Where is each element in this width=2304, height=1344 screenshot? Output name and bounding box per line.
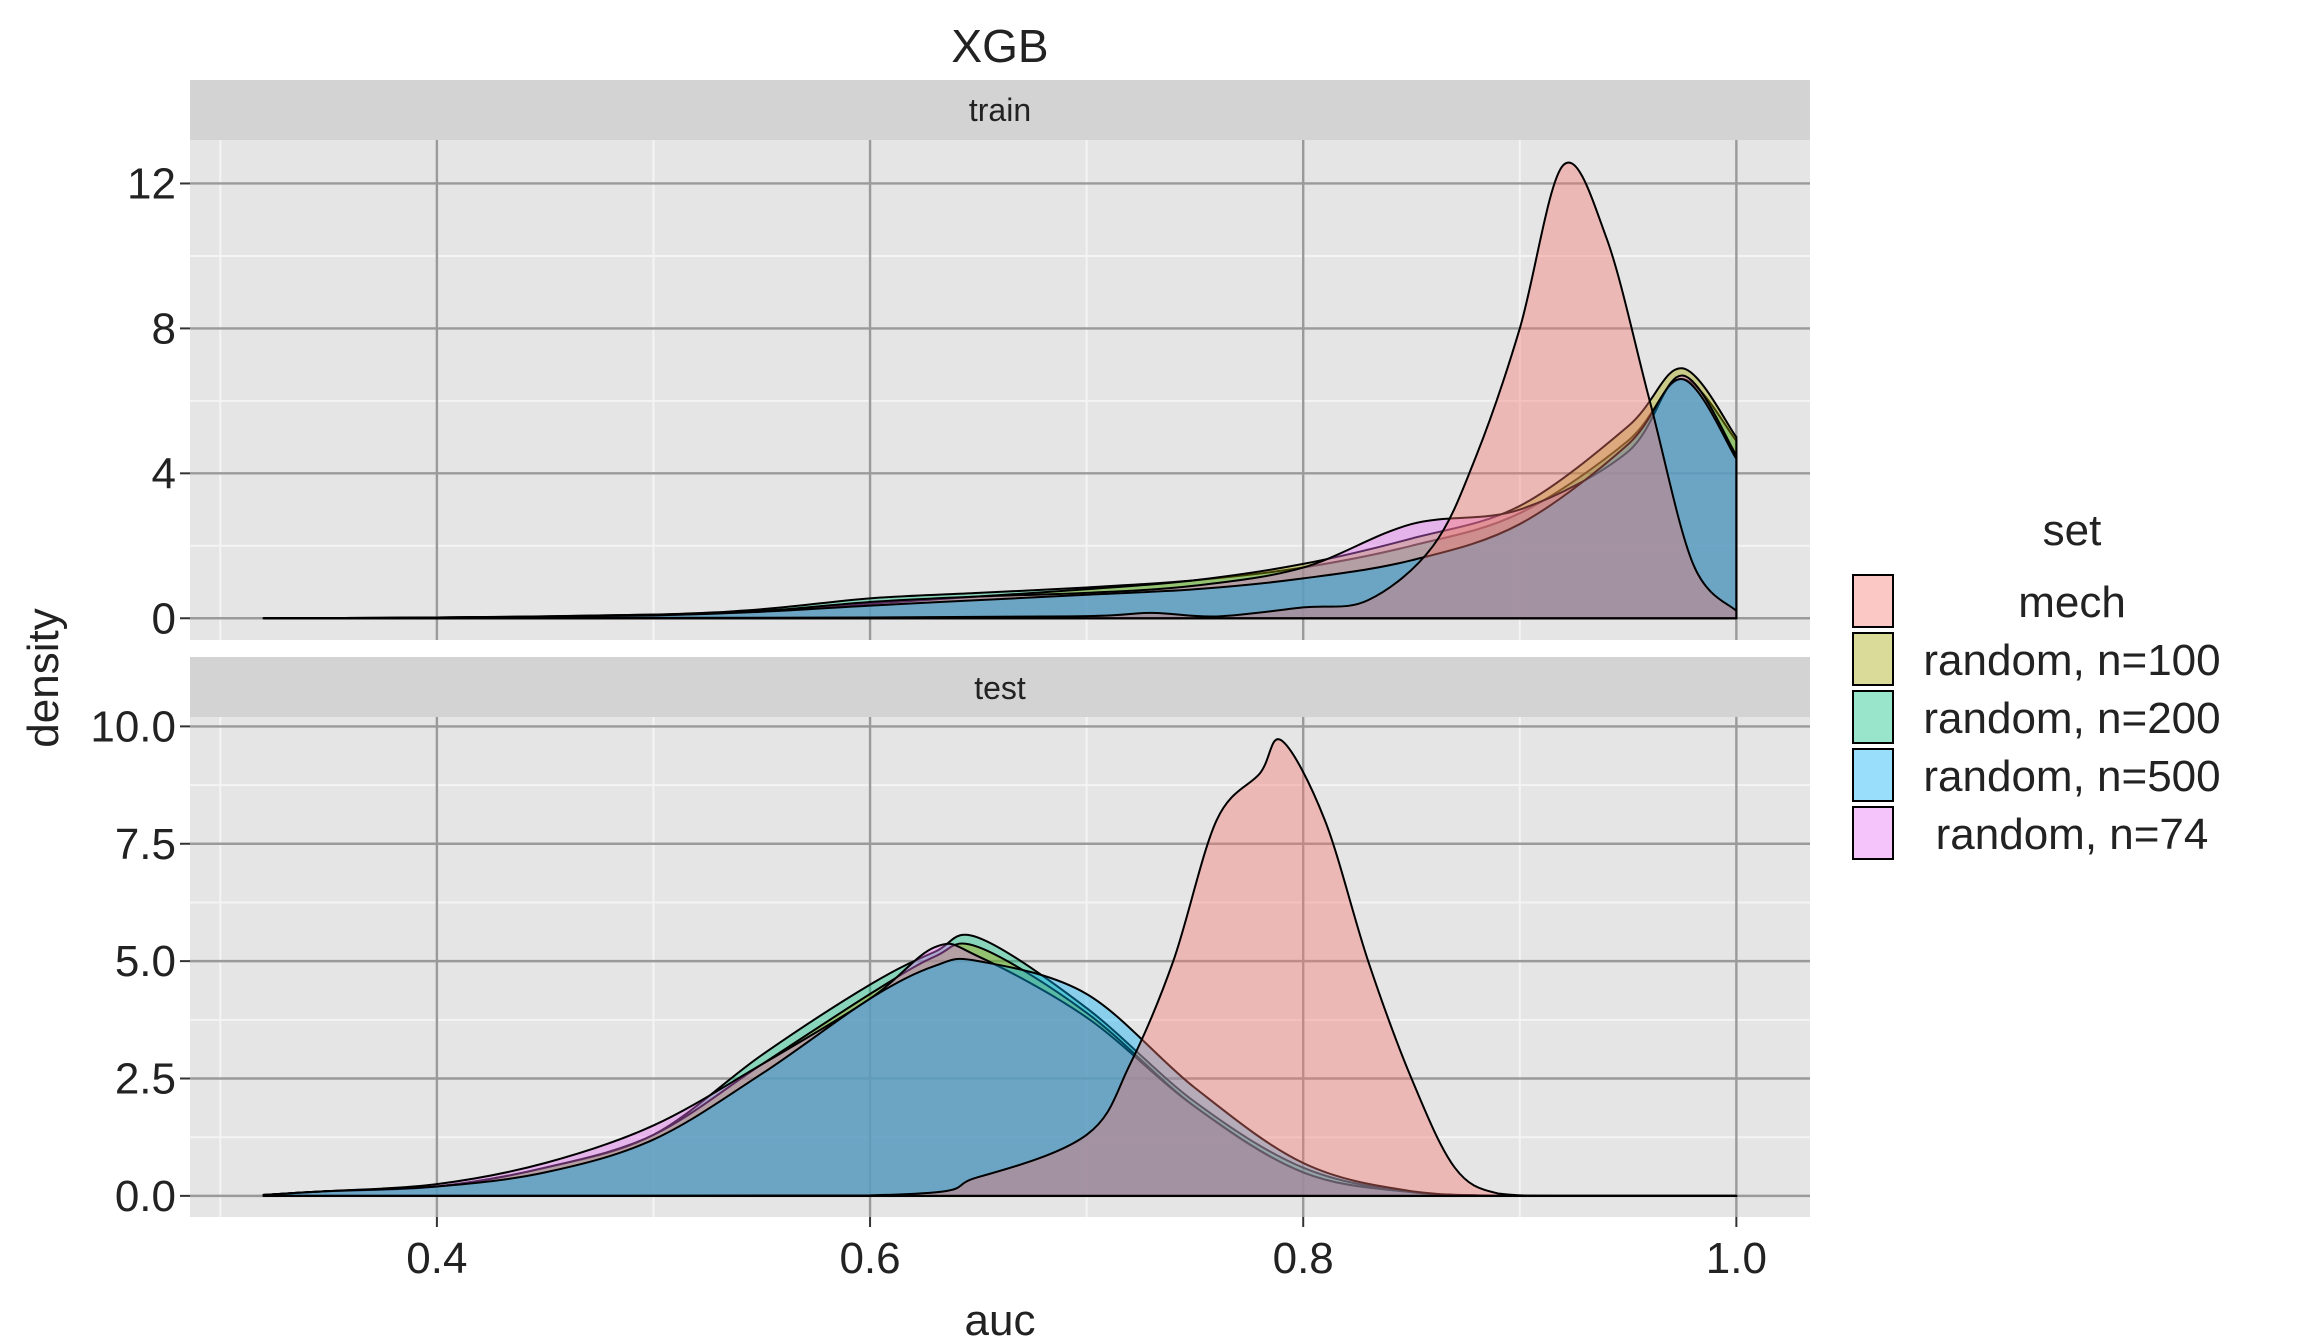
panel-test-y-ticks: 0.0 2.5 5.0 7.5 10.0: [90, 702, 190, 1221]
y-tick-label: 0.0: [115, 1172, 176, 1221]
panel-train-background: [190, 140, 1810, 640]
y-tick-label: 4: [152, 449, 176, 498]
panel-train-y-ticks: 0 4 8 12: [127, 159, 190, 643]
strip-test-background: [190, 657, 1810, 717]
density-area-random-n-500: [262, 378, 1738, 620]
panel-train: train 0 4 8 12: [127, 80, 1810, 643]
y-tick-label: 2.5: [115, 1055, 176, 1104]
y-tick-label: 8: [152, 304, 176, 353]
legend: set mech random, n=100 random, n=200 random…: [1852, 506, 2221, 860]
panel-test: test 0.0 2.5 5.0 7.5 10.0: [90, 657, 1810, 1221]
strip-train-label: train: [969, 92, 1031, 128]
legend-label-random-n-200: random, n=200: [1923, 694, 2220, 743]
x-tick-label: 0.4: [406, 1234, 467, 1283]
density-area-mech: [262, 161, 1738, 620]
density-area-random-n-500: [262, 957, 1738, 1197]
panel-train-areas: [262, 161, 1738, 620]
x-axis-label: auc: [965, 1296, 1036, 1344]
legend-label-random-n-500: random, n=500: [1923, 752, 2220, 801]
y-tick-label: 12: [127, 159, 176, 208]
y-tick-label: 5.0: [115, 937, 176, 986]
y-axis-label: density: [19, 608, 68, 747]
legend-swatch-random-n-200: [1852, 690, 1894, 744]
legend-label-random-n-100: random, n=100: [1923, 636, 2220, 685]
strip-train-background: [190, 80, 1810, 140]
x-tick-label: 1.0: [1706, 1234, 1767, 1283]
y-tick-label: 10.0: [90, 702, 176, 751]
x-tick-label: 0.6: [839, 1234, 900, 1283]
legend-swatch-random-n-74: [1852, 806, 1894, 860]
x-tick-label: 0.8: [1273, 1234, 1334, 1283]
density-area-mech: [262, 738, 1738, 1197]
legend-label-mech: mech: [2018, 578, 2126, 627]
legend-swatch-random-n-500: [1852, 748, 1894, 802]
legend-swatch-random-n-100: [1852, 632, 1894, 686]
panel-test-areas: [262, 738, 1738, 1197]
strip-test-label: test: [974, 670, 1026, 706]
legend-title: set: [2043, 506, 2102, 555]
x-axis-ticks: 0.4 0.6 0.8 1.0: [406, 1217, 1767, 1283]
legend-swatch-mech: [1852, 574, 1894, 628]
y-tick-label: 7.5: [115, 820, 176, 869]
chart-title: XGB: [951, 20, 1048, 72]
legend-items: mech random, n=100 random, n=200 random, n=…: [1852, 574, 2221, 860]
y-tick-label: 0: [152, 594, 176, 643]
legend-label-random-n-74: random, n=74: [1936, 810, 2209, 859]
